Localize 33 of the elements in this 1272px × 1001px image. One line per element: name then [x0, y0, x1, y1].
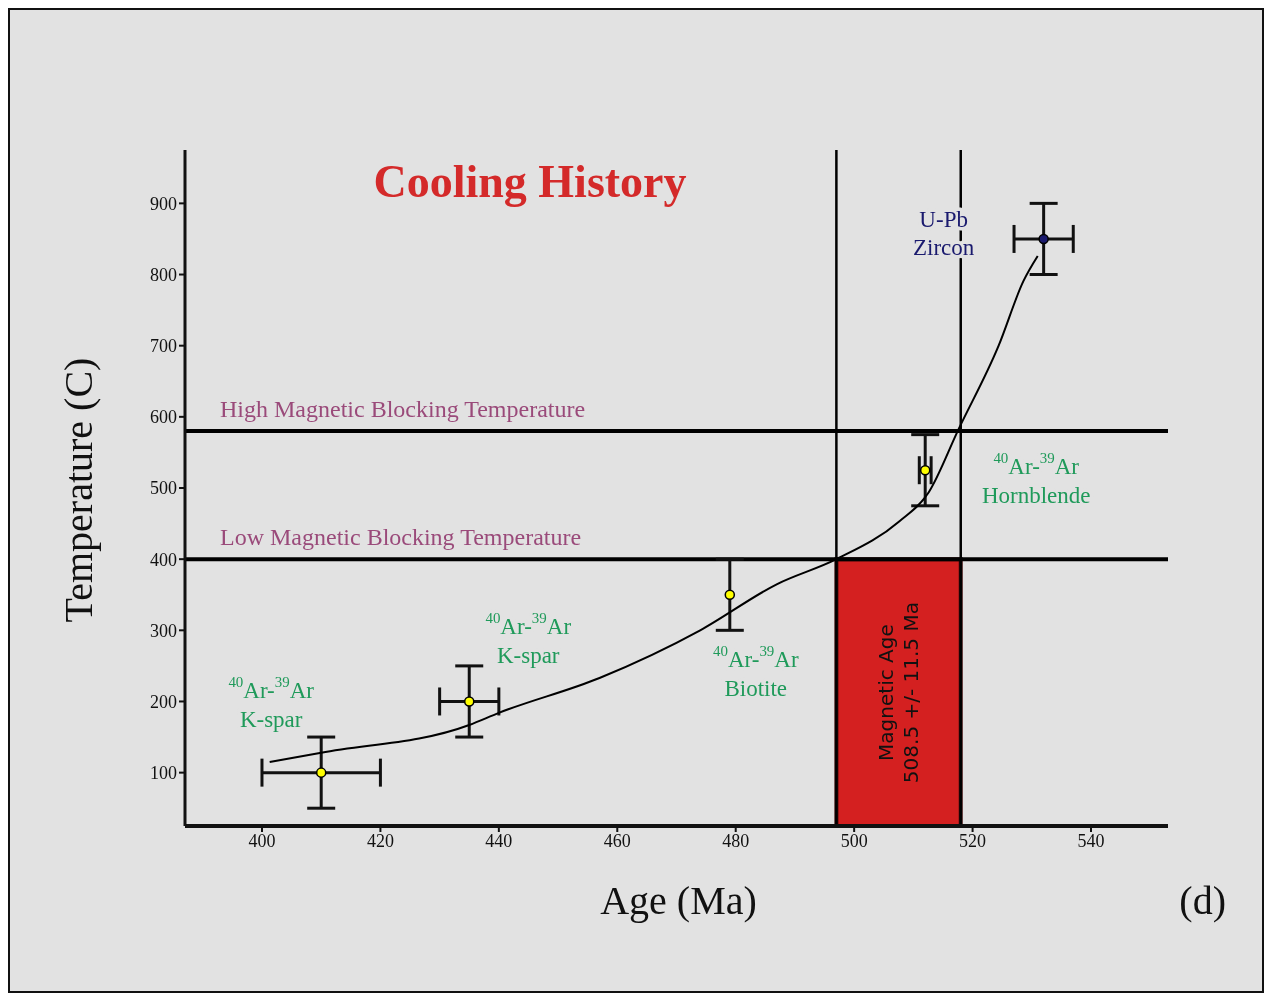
y-tick-label: 800: [150, 264, 177, 285]
ref-line-label: Low Magnetic Blocking Temperature: [220, 524, 582, 551]
annotation: $^{40}$Ar-$^{39}$Ar Hornblende: [981, 449, 1091, 508]
point: [919, 464, 931, 476]
y-tick-label: 400: [150, 549, 177, 570]
y-tick-label: 900: [150, 193, 177, 214]
x-tick-label: 520: [959, 830, 987, 851]
annotation: $^{40}$Ar-$^{39}$Ar K-spar: [485, 610, 572, 668]
chart-title: Cooling History: [372, 155, 688, 208]
y-tick-label: 300: [150, 620, 177, 641]
x-tick-label: 420: [366, 830, 394, 851]
x-axis-title: Age (Ma): [599, 877, 758, 924]
x-tick-label: 480: [722, 830, 750, 851]
annotation: $^{40}$Ar-$^{39}$Ar Biotite: [712, 643, 799, 701]
annotation: $^{40}$Ar-$^{39}$Ar K-spar: [228, 674, 315, 732]
x-tick-label: 460: [603, 830, 631, 851]
x-tick-label: 440: [485, 830, 513, 851]
x-tick-label: 400: [248, 830, 276, 851]
y-tick-label: 700: [150, 336, 177, 357]
text: (d): [1179, 877, 1226, 924]
x-tick-label: 540: [1077, 830, 1105, 851]
point: [724, 589, 736, 600]
point: [1038, 233, 1049, 245]
ref-line-label: High Magnetic Blocking Temperature: [220, 396, 586, 423]
y-tick-label: 200: [150, 691, 177, 712]
point: [315, 767, 327, 778]
point: [463, 696, 475, 707]
band-label: Magnetic Age 508.5 +/- 11.5 Ma: [874, 602, 924, 784]
y-tick-label: 100: [150, 763, 177, 784]
y-tick-label: 500: [150, 478, 177, 499]
y-axis-title: Temperature (C): [54, 357, 102, 623]
x-tick-label: 500: [840, 830, 868, 851]
y-tick-label: 600: [150, 407, 177, 428]
